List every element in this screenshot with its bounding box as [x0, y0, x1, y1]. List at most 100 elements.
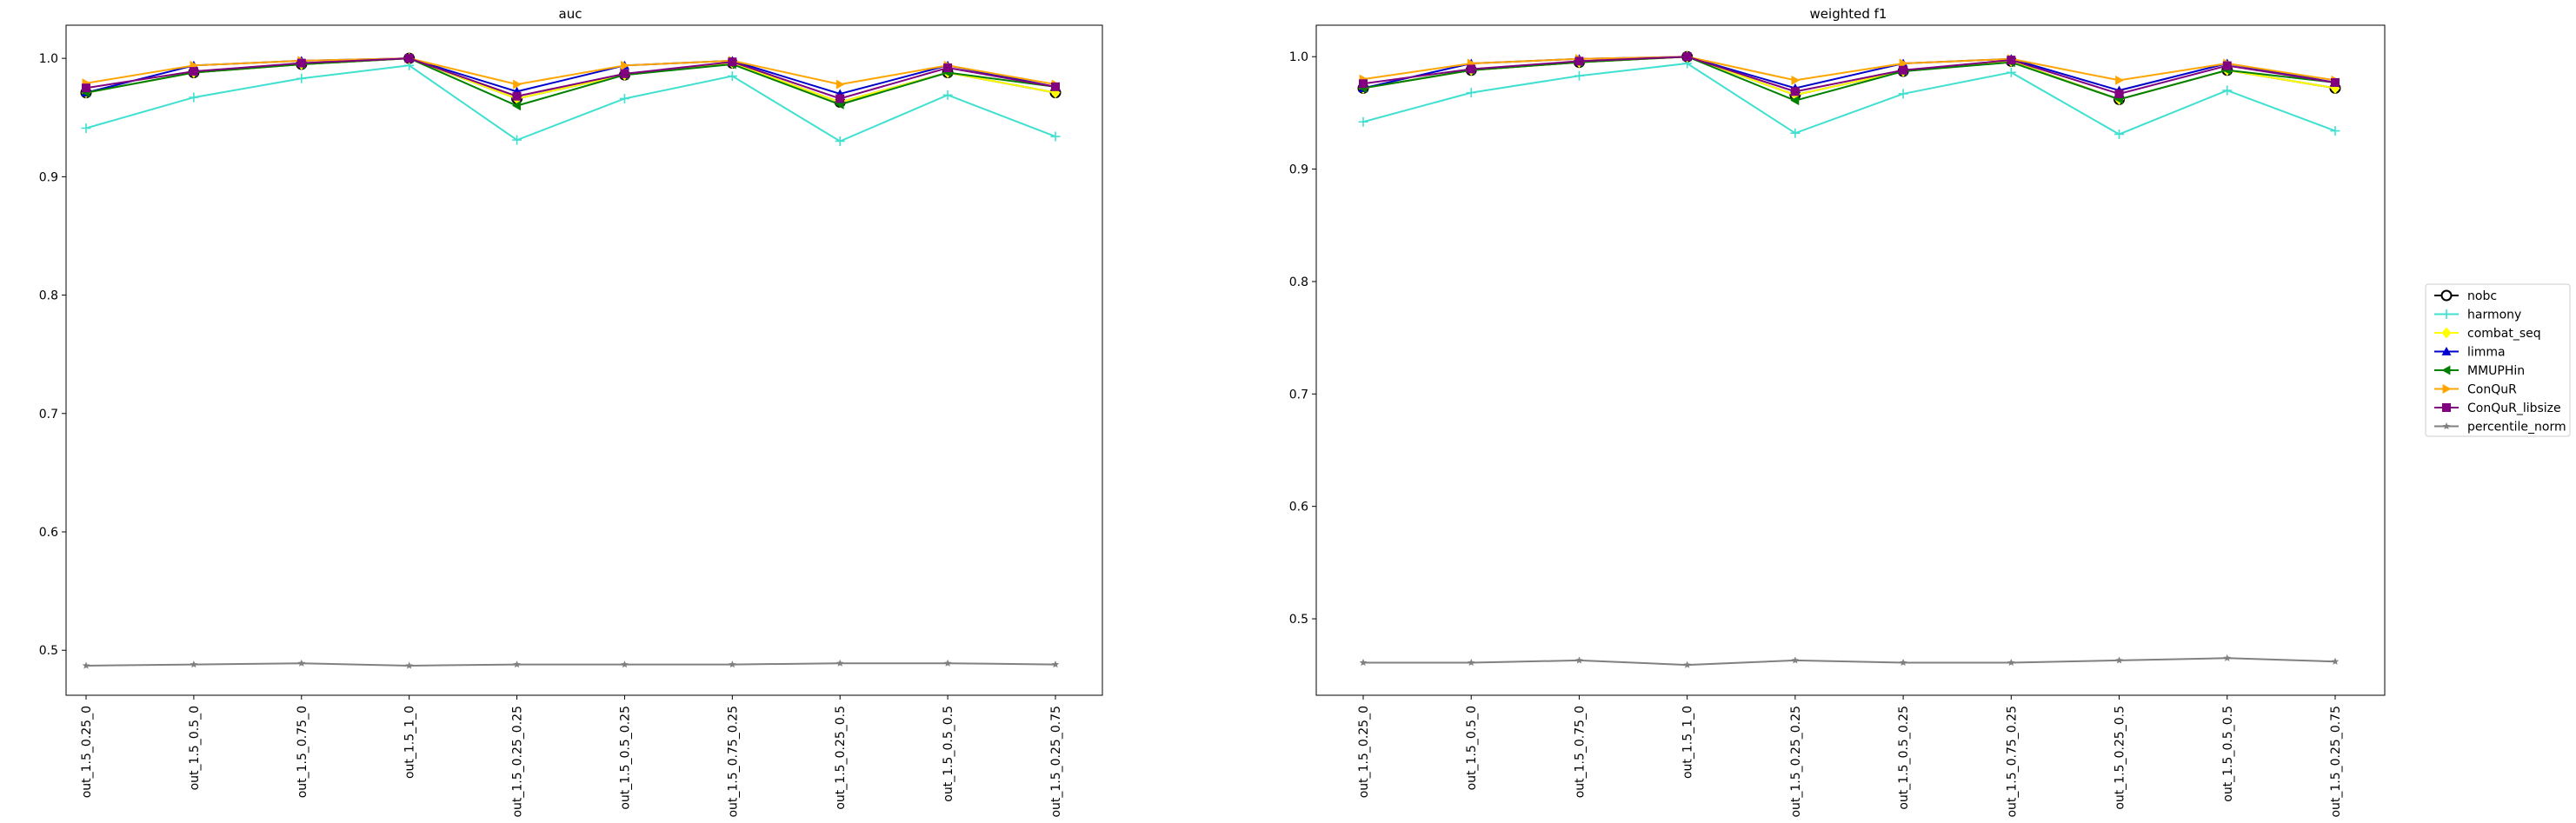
auc-y-tick-label: 0.9 [39, 170, 58, 184]
auc-data-point-harmony [296, 73, 307, 83]
legend-entry-nobc: nobc [2434, 289, 2497, 303]
auc-x-tick-label: out_1.5_0.25_0.25 [511, 706, 525, 818]
auc-x-tick-label: out_1.5_0.5_0.5 [942, 706, 955, 802]
legend-marker-mmuphin [2441, 365, 2451, 375]
auc-x-tick-label: out_1.5_0.75_0.25 [726, 706, 740, 818]
auc-chart-title: auc [559, 6, 582, 22]
auc-data-point-percentile-norm [943, 659, 952, 667]
auc-axes-frame [65, 24, 1103, 696]
auc-series-conqur-libsize [82, 54, 1060, 103]
weighted-f1-x-tick-label: out_1.5_0.5_0.25 [1897, 706, 1911, 810]
weighted-f1-data-point-conqur-libsize [1359, 79, 1368, 89]
weighted-f1-data-point-harmony [2114, 129, 2125, 139]
auc-x-tick-label: out_1.5_0.5_0.25 [618, 706, 632, 810]
legend-marker-conqur-libsize [2442, 403, 2451, 412]
legend-marker-conqur [2442, 384, 2452, 394]
weighted-f1-y-tick-label: 1.0 [1289, 50, 1308, 64]
weighted-f1-x-tick-label: out_1.5_0.5_0.5 [2221, 706, 2235, 802]
weighted-f1-y-tick-label: 0.8 [1289, 275, 1308, 289]
auc-series-line-conqur-libsize [85, 57, 1056, 100]
auc-data-point-percentile-norm [82, 661, 90, 669]
legend-label-nobc: nobc [2467, 289, 2497, 303]
auc-data-point-percentile-norm [621, 660, 629, 668]
legend-marker-limma [2441, 347, 2452, 355]
weighted-f1-x-tick-label: out_1.5_0.75_0.25 [2005, 706, 2019, 818]
auc-data-point-percentile-norm [297, 659, 306, 667]
legend-marker-percentile-norm [2442, 422, 2451, 430]
weighted-f1-data-point-percentile-norm [2223, 654, 2232, 661]
weighted-f1-series-line-mmuphin [1362, 56, 2336, 102]
auc-data-point-percentile-norm [729, 660, 736, 668]
weighted-f1-data-point-conqur-libsize [1790, 87, 1800, 96]
auc-x-tick-label: out_1.5_0.25_0 [80, 706, 94, 798]
weighted-f1-series-line-harmony [1362, 62, 2336, 136]
weighted-f1-data-point-harmony [1898, 89, 1908, 99]
auc-data-point-conqur-libsize [404, 54, 414, 63]
weighted-f1-data-point-percentile-norm [1899, 658, 1907, 667]
weighted-f1-panel: weighted f1 0.5 0.6 0.7 0.8 0.9 1.0 out_1.5_0.… [1289, 6, 2386, 818]
auc-data-point-conqur-libsize [620, 69, 629, 78]
auc-y-tick-label: 0.7 [39, 408, 58, 421]
weighted-f1-data-point-percentile-norm [2331, 657, 2340, 665]
weighted-f1-data-point-harmony [2006, 67, 2016, 77]
weighted-f1-series-harmony [1358, 58, 2340, 139]
weighted-f1-data-point-percentile-norm [2007, 658, 2015, 667]
legend-entry-harmony: harmony [2434, 309, 2521, 322]
auc-x-tick-label: out_1.5_0.25_0.75 [1049, 706, 1063, 818]
auc-data-point-conqur-libsize [943, 63, 953, 73]
weighted-f1-series-percentile-norm [1359, 654, 2340, 668]
weighted-f1-data-point-percentile-norm [1575, 656, 1583, 664]
auc-y-tick-label: 0.5 [39, 644, 58, 658]
weighted-f1-data-point-percentile-norm [1791, 656, 1800, 664]
legend-entry-conqur: ConQuR [2434, 383, 2517, 397]
weighted-f1-chart-title: weighted f1 [1810, 6, 1887, 22]
auc-data-point-percentile-norm [190, 660, 198, 668]
auc-data-point-harmony [727, 71, 737, 82]
auc-plot-area: 0.5 0.6 0.7 0.8 0.9 1.0 out_1.5_0.25_0 out_1.5_… [39, 24, 1103, 818]
auc-data-point-conqur-libsize [835, 94, 845, 103]
weighted-f1-y-tick-label: 0.7 [1289, 388, 1308, 402]
weighted-f1-x-tick-label: out_1.5_0.25_0 [1357, 706, 1371, 798]
weighted-f1-data-point-harmony [1574, 70, 1584, 81]
legend-entry-mmuphin: MMUPHin [2434, 364, 2525, 378]
weighted-f1-data-point-mmuphin [1790, 96, 1800, 106]
weighted-f1-x-tick-label: out_1.5_1_0 [1681, 706, 1695, 779]
legend-marker-nobc [2440, 289, 2453, 302]
auc-data-point-conqur-libsize [512, 91, 522, 101]
weighted-f1-data-point-conqur-libsize [1574, 56, 1584, 66]
weighted-f1-x-tick-label: out_1.5_0.25_0.5 [2113, 706, 2127, 810]
auc-data-point-harmony [619, 93, 629, 103]
legend-entry-conqur-libsize: ConQuR_libsize [2434, 402, 2561, 415]
auc-y-tick-label: 1.0 [39, 52, 58, 66]
weighted-f1-data-point-conqur-libsize [1682, 52, 1692, 62]
auc-data-point-conqur [513, 79, 523, 90]
legend-frame [2425, 283, 2571, 437]
auc-data-point-harmony [942, 90, 953, 100]
weighted-f1-data-point-percentile-norm [1467, 658, 1475, 667]
weighted-f1-data-point-percentile-norm [2115, 656, 2123, 664]
weighted-f1-data-point-conqur-libsize [2331, 77, 2340, 87]
weighted-f1-series-line-conqur [1362, 56, 2336, 82]
auc-data-point-percentile-norm [405, 661, 413, 669]
weighted-f1-data-point-conqur-libsize [2114, 89, 2124, 98]
auc-series-line-harmony [85, 64, 1056, 143]
auc-data-point-percentile-norm [835, 659, 844, 667]
auc-data-point-mmuphin [512, 101, 521, 111]
weighted-f1-data-point-harmony [1358, 116, 1368, 127]
legend-label-combat-seq: combat_seq [2467, 327, 2541, 341]
weighted-f1-x-tick-label: out_1.5_0.25_0.75 [2329, 706, 2343, 818]
auc-x-tick-label: out_1.5_1_0 [403, 706, 417, 779]
auc-x-tick-label: out_1.5_0.5_0 [188, 706, 202, 790]
auc-data-point-conqur-libsize [296, 58, 306, 68]
auc-data-point-percentile-norm [513, 660, 521, 668]
weighted-f1-data-point-percentile-norm [1683, 660, 1691, 668]
legend-entry-limma: limma [2434, 346, 2506, 360]
auc-data-point-conqur-libsize [728, 57, 737, 67]
weighted-f1-data-point-conqur-libsize [1467, 64, 1476, 74]
auc-y-tick-label: 0.8 [39, 289, 58, 303]
weighted-f1-series-line-conqur-libsize [1362, 56, 2336, 95]
auc-x-tick-label: out_1.5_0.75_0 [296, 706, 310, 798]
weighted-f1-data-point-conqur [1899, 58, 1908, 69]
